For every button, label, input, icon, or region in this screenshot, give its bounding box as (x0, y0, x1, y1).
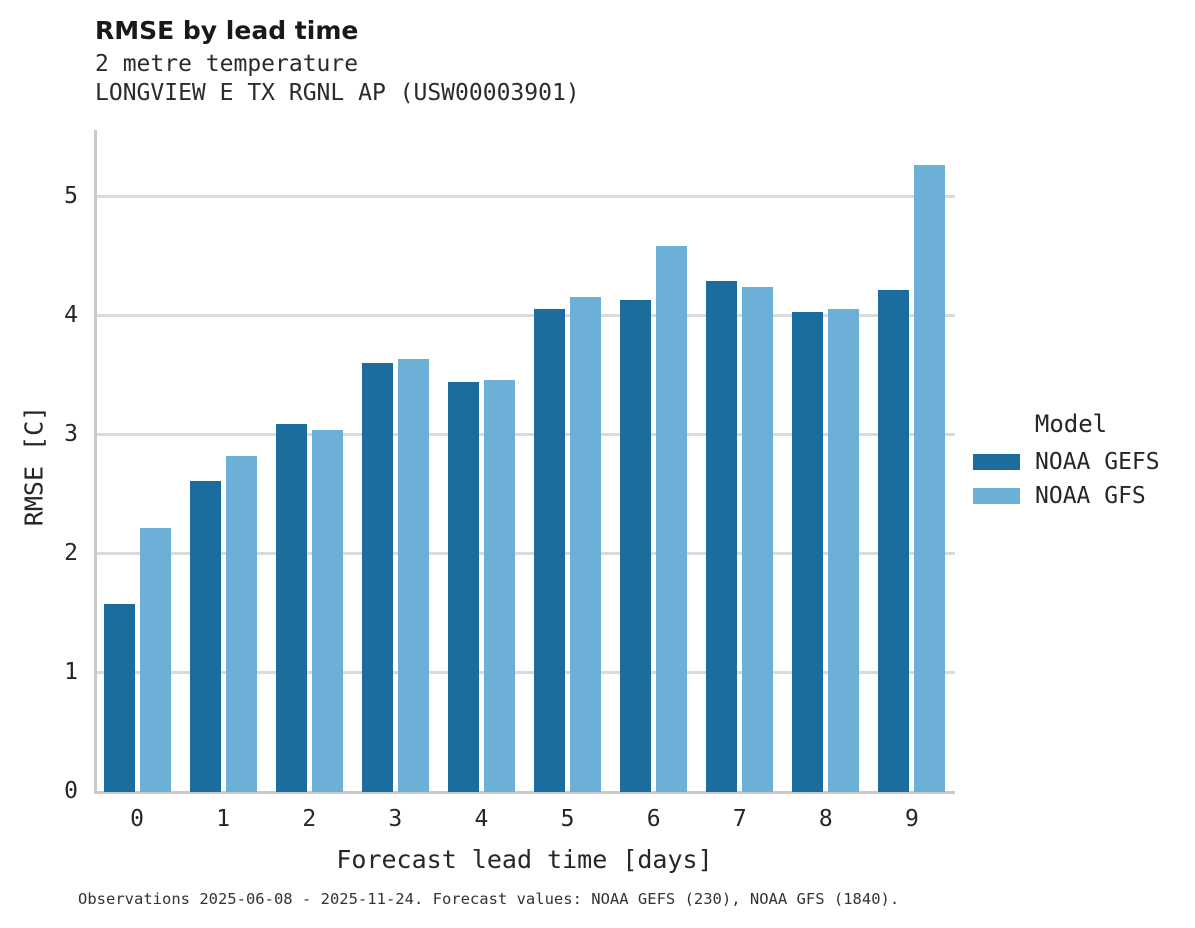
x-tick-label-9: 9 (905, 806, 919, 832)
bar-noaa-gefs-day-6 (620, 300, 652, 792)
chart-subtitle-variable: 2 metre temperature (95, 51, 359, 77)
bar-noaa-gefs-day-4 (447, 382, 479, 792)
x-tick-label-8: 8 (818, 806, 833, 832)
y-tick-label-2: 2 (64, 539, 78, 566)
bar-noaa-gefs-day-8 (792, 312, 824, 792)
bar-noaa-gefs-day-7 (706, 281, 738, 792)
x-tick-label-5: 5 (560, 806, 575, 832)
bar-noaa-gefs-day-1 (189, 481, 221, 792)
y-tick-label-3: 3 (64, 420, 78, 447)
x-tick-label-3: 3 (388, 806, 403, 832)
bar-noaa-gfs-day-3 (397, 358, 429, 792)
bar-noaa-gefs-day-3 (361, 363, 393, 792)
x-tick-label-0: 0 (130, 806, 144, 832)
legend: Model NOAA GEFS NOAA GFS (973, 410, 1183, 509)
plot-area (94, 130, 955, 794)
caption-observations: Observations 2025-06-08 - 2025-11-24. Fo… (78, 890, 900, 908)
bar-noaa-gefs-day-5 (534, 308, 566, 792)
x-tick-label-7: 7 (732, 806, 747, 832)
x-tick-label-6: 6 (646, 806, 661, 832)
bar-noaa-gfs-day-0 (139, 527, 171, 792)
bar-noaa-gfs-day-5 (570, 296, 602, 792)
legend-item-gfs: NOAA GFS (973, 483, 1183, 509)
legend-swatch-gefs (973, 454, 1020, 470)
y-tick-label-1: 1 (64, 658, 78, 685)
y-tick-label-0: 0 (64, 778, 78, 804)
legend-title: Model (1034, 410, 1108, 438)
bar-noaa-gfs-day-4 (483, 380, 515, 792)
x-tick-label-1: 1 (216, 806, 231, 832)
x-axis-spine (94, 791, 955, 794)
gridline-y-2 (94, 552, 955, 556)
chart-subtitle-station: LONGVIEW E TX RGNL AP (USW00003901) (95, 80, 580, 106)
bar-noaa-gfs-day-6 (656, 245, 688, 792)
legend-label-gfs: NOAA GFS (1035, 483, 1146, 509)
bar-noaa-gefs-day-2 (275, 424, 307, 792)
x-tick-label-4: 4 (474, 806, 489, 832)
gridline-y-4 (94, 314, 955, 318)
bar-noaa-gfs-day-7 (742, 287, 774, 792)
x-axis-title: Forecast lead time [days] (336, 845, 713, 874)
bar-noaa-gefs-day-9 (878, 289, 910, 792)
legend-swatch-gfs (973, 488, 1020, 504)
bar-noaa-gfs-day-2 (311, 430, 343, 792)
bar-noaa-gfs-day-8 (828, 308, 860, 792)
gridline-y-1 (94, 671, 955, 675)
y-tick-label-4: 4 (64, 301, 78, 328)
gridline-y-3 (94, 433, 955, 437)
bar-noaa-gefs-day-0 (103, 603, 135, 792)
gridline-y-5 (94, 195, 955, 199)
legend-label-gefs: NOAA GEFS (1035, 449, 1160, 475)
y-axis-spine (94, 130, 97, 792)
chart-title: RMSE by lead time (95, 16, 359, 45)
bar-noaa-gfs-day-1 (225, 456, 257, 792)
x-tick-label-2: 2 (302, 806, 317, 832)
legend-item-gefs: NOAA GEFS (973, 449, 1183, 475)
bar-noaa-gfs-day-9 (914, 164, 946, 792)
y-tick-label-5: 5 (64, 182, 78, 209)
